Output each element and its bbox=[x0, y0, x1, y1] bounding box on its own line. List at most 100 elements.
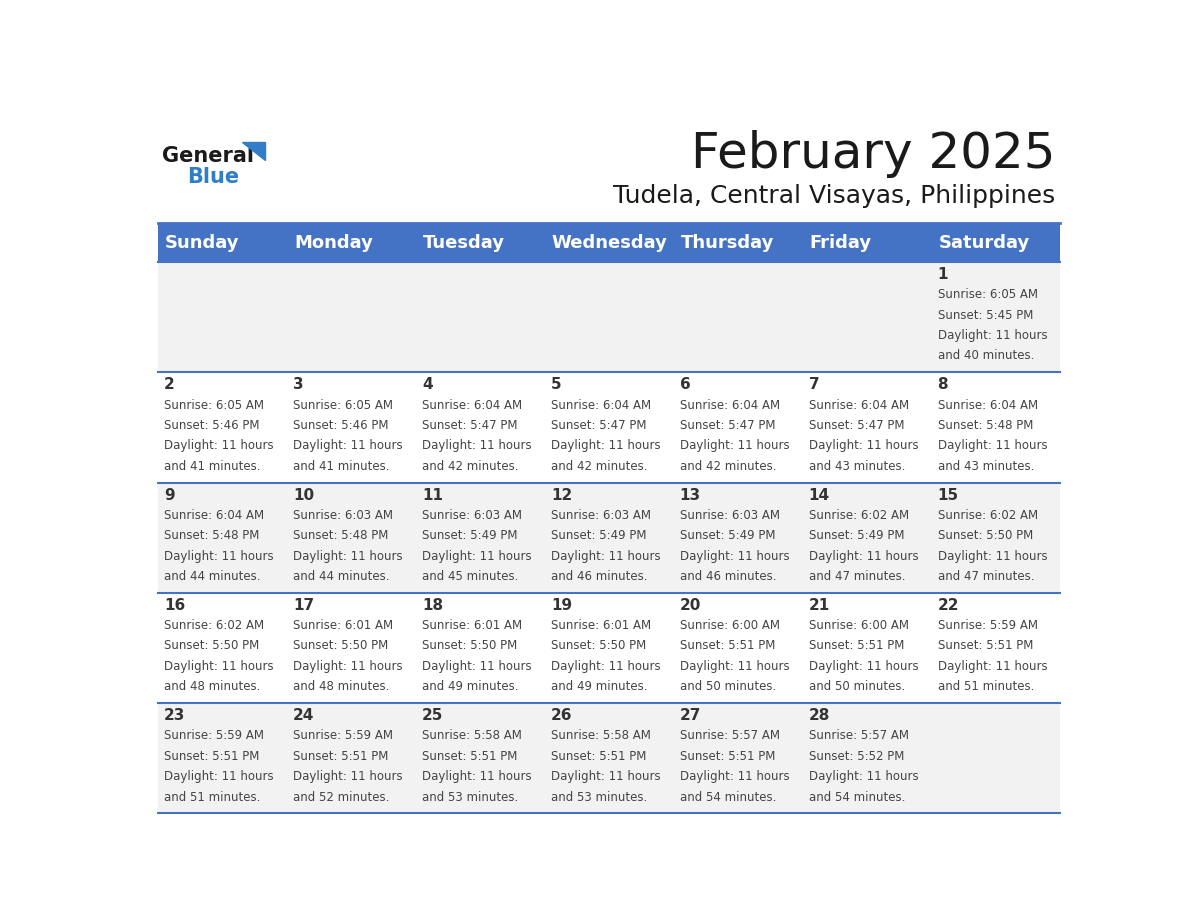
Text: 16: 16 bbox=[164, 598, 185, 613]
Text: Sunset: 5:51 PM: Sunset: 5:51 PM bbox=[937, 640, 1032, 653]
Text: 2: 2 bbox=[164, 377, 175, 392]
Text: 22: 22 bbox=[937, 598, 959, 613]
Text: Sunset: 5:51 PM: Sunset: 5:51 PM bbox=[809, 640, 904, 653]
Text: Sunset: 5:52 PM: Sunset: 5:52 PM bbox=[809, 750, 904, 763]
Text: Sunrise: 6:05 AM: Sunrise: 6:05 AM bbox=[293, 398, 393, 411]
Text: Sunrise: 6:01 AM: Sunrise: 6:01 AM bbox=[422, 619, 522, 633]
Text: and 40 minutes.: and 40 minutes. bbox=[937, 350, 1034, 363]
Text: Sunrise: 6:01 AM: Sunrise: 6:01 AM bbox=[551, 619, 651, 633]
Text: Daylight: 11 hours: Daylight: 11 hours bbox=[422, 770, 531, 783]
Text: Sunset: 5:51 PM: Sunset: 5:51 PM bbox=[680, 750, 775, 763]
Text: 21: 21 bbox=[809, 598, 830, 613]
Polygon shape bbox=[242, 142, 265, 160]
Text: Daylight: 11 hours: Daylight: 11 hours bbox=[809, 550, 918, 563]
Text: Daylight: 11 hours: Daylight: 11 hours bbox=[937, 550, 1047, 563]
Text: and 41 minutes.: and 41 minutes. bbox=[164, 460, 260, 473]
Text: 12: 12 bbox=[551, 487, 573, 503]
Text: Daylight: 11 hours: Daylight: 11 hours bbox=[937, 329, 1047, 342]
Text: Daylight: 11 hours: Daylight: 11 hours bbox=[680, 660, 789, 673]
Text: 24: 24 bbox=[293, 708, 315, 723]
Text: Sunset: 5:49 PM: Sunset: 5:49 PM bbox=[809, 530, 904, 543]
Text: and 48 minutes.: and 48 minutes. bbox=[164, 680, 260, 693]
Text: Thursday: Thursday bbox=[681, 234, 775, 252]
Text: Sunrise: 6:04 AM: Sunrise: 6:04 AM bbox=[422, 398, 522, 411]
Text: Sunrise: 5:59 AM: Sunrise: 5:59 AM bbox=[164, 730, 264, 743]
Text: 9: 9 bbox=[164, 487, 175, 503]
Text: Tuesday: Tuesday bbox=[423, 234, 505, 252]
Text: Sunrise: 6:02 AM: Sunrise: 6:02 AM bbox=[164, 619, 264, 633]
Text: Sunrise: 6:04 AM: Sunrise: 6:04 AM bbox=[809, 398, 909, 411]
Text: Tudela, Central Visayas, Philippines: Tudela, Central Visayas, Philippines bbox=[613, 185, 1055, 208]
Text: Sunrise: 5:59 AM: Sunrise: 5:59 AM bbox=[293, 730, 393, 743]
Text: Daylight: 11 hours: Daylight: 11 hours bbox=[937, 440, 1047, 453]
Text: 13: 13 bbox=[680, 487, 701, 503]
Text: 10: 10 bbox=[293, 487, 314, 503]
Text: and 45 minutes.: and 45 minutes. bbox=[422, 570, 518, 583]
Text: and 52 minutes.: and 52 minutes. bbox=[293, 790, 390, 803]
Text: and 48 minutes.: and 48 minutes. bbox=[293, 680, 390, 693]
Text: Sunset: 5:48 PM: Sunset: 5:48 PM bbox=[937, 419, 1032, 432]
Text: February 2025: February 2025 bbox=[691, 130, 1055, 178]
Text: and 54 minutes.: and 54 minutes. bbox=[680, 790, 776, 803]
FancyBboxPatch shape bbox=[158, 223, 1060, 263]
Text: Sunset: 5:50 PM: Sunset: 5:50 PM bbox=[551, 640, 646, 653]
Text: Sunset: 5:49 PM: Sunset: 5:49 PM bbox=[422, 530, 518, 543]
Text: Blue: Blue bbox=[188, 167, 239, 187]
Text: Sunset: 5:51 PM: Sunset: 5:51 PM bbox=[422, 750, 517, 763]
Text: and 50 minutes.: and 50 minutes. bbox=[680, 680, 776, 693]
Text: Sunset: 5:47 PM: Sunset: 5:47 PM bbox=[680, 419, 776, 432]
Text: Sunset: 5:48 PM: Sunset: 5:48 PM bbox=[293, 530, 388, 543]
Text: Daylight: 11 hours: Daylight: 11 hours bbox=[422, 440, 531, 453]
Text: Daylight: 11 hours: Daylight: 11 hours bbox=[809, 770, 918, 783]
Text: Sunset: 5:47 PM: Sunset: 5:47 PM bbox=[422, 419, 518, 432]
Text: Sunrise: 5:59 AM: Sunrise: 5:59 AM bbox=[937, 619, 1037, 633]
Text: and 44 minutes.: and 44 minutes. bbox=[164, 570, 260, 583]
Text: 4: 4 bbox=[422, 377, 432, 392]
Text: and 41 minutes.: and 41 minutes. bbox=[293, 460, 390, 473]
Text: Daylight: 11 hours: Daylight: 11 hours bbox=[937, 660, 1047, 673]
Text: Sunrise: 6:03 AM: Sunrise: 6:03 AM bbox=[680, 509, 779, 521]
Text: and 51 minutes.: and 51 minutes. bbox=[937, 680, 1034, 693]
Text: Daylight: 11 hours: Daylight: 11 hours bbox=[680, 770, 789, 783]
Text: Sunset: 5:50 PM: Sunset: 5:50 PM bbox=[293, 640, 388, 653]
Text: Daylight: 11 hours: Daylight: 11 hours bbox=[551, 550, 661, 563]
Text: Sunset: 5:51 PM: Sunset: 5:51 PM bbox=[680, 640, 775, 653]
FancyBboxPatch shape bbox=[158, 703, 1060, 813]
Text: and 43 minutes.: and 43 minutes. bbox=[809, 460, 905, 473]
Text: and 50 minutes.: and 50 minutes. bbox=[809, 680, 905, 693]
Text: 25: 25 bbox=[422, 708, 443, 723]
Text: and 42 minutes.: and 42 minutes. bbox=[680, 460, 776, 473]
Text: Sunset: 5:51 PM: Sunset: 5:51 PM bbox=[164, 750, 259, 763]
Text: Sunrise: 6:05 AM: Sunrise: 6:05 AM bbox=[937, 288, 1037, 301]
Text: Sunset: 5:49 PM: Sunset: 5:49 PM bbox=[680, 530, 776, 543]
Text: 17: 17 bbox=[293, 598, 314, 613]
Text: and 46 minutes.: and 46 minutes. bbox=[680, 570, 776, 583]
Text: Sunrise: 6:04 AM: Sunrise: 6:04 AM bbox=[680, 398, 779, 411]
Text: and 49 minutes.: and 49 minutes. bbox=[422, 680, 518, 693]
Text: 11: 11 bbox=[422, 487, 443, 503]
Text: 15: 15 bbox=[937, 487, 959, 503]
Text: Sunset: 5:50 PM: Sunset: 5:50 PM bbox=[164, 640, 259, 653]
Text: Saturday: Saturday bbox=[939, 234, 1030, 252]
Text: and 49 minutes.: and 49 minutes. bbox=[551, 680, 647, 693]
Text: Sunrise: 6:02 AM: Sunrise: 6:02 AM bbox=[809, 509, 909, 521]
Text: and 42 minutes.: and 42 minutes. bbox=[551, 460, 647, 473]
Text: and 42 minutes.: and 42 minutes. bbox=[422, 460, 518, 473]
Text: Daylight: 11 hours: Daylight: 11 hours bbox=[680, 550, 789, 563]
Text: Sunrise: 6:03 AM: Sunrise: 6:03 AM bbox=[551, 509, 651, 521]
Text: Daylight: 11 hours: Daylight: 11 hours bbox=[551, 660, 661, 673]
Text: and 44 minutes.: and 44 minutes. bbox=[293, 570, 390, 583]
Text: Daylight: 11 hours: Daylight: 11 hours bbox=[164, 660, 273, 673]
FancyBboxPatch shape bbox=[158, 593, 1060, 703]
Text: Sunset: 5:50 PM: Sunset: 5:50 PM bbox=[937, 530, 1032, 543]
Text: Sunset: 5:51 PM: Sunset: 5:51 PM bbox=[551, 750, 646, 763]
Text: Daylight: 11 hours: Daylight: 11 hours bbox=[422, 550, 531, 563]
Text: Sunset: 5:45 PM: Sunset: 5:45 PM bbox=[937, 308, 1032, 321]
Text: and 53 minutes.: and 53 minutes. bbox=[551, 790, 647, 803]
Text: Sunrise: 6:03 AM: Sunrise: 6:03 AM bbox=[422, 509, 522, 521]
Text: 5: 5 bbox=[551, 377, 562, 392]
Text: and 47 minutes.: and 47 minutes. bbox=[809, 570, 905, 583]
Text: 8: 8 bbox=[937, 377, 948, 392]
Text: Sunrise: 6:04 AM: Sunrise: 6:04 AM bbox=[164, 509, 264, 521]
Text: Daylight: 11 hours: Daylight: 11 hours bbox=[422, 660, 531, 673]
